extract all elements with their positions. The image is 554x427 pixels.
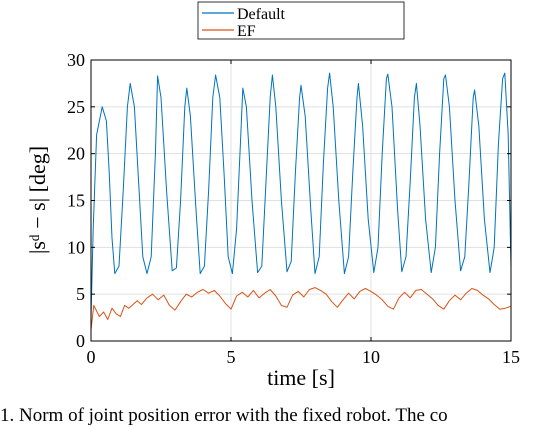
x-tick-label: 0 xyxy=(87,347,96,367)
figure-caption: 1. Norm of joint position error with the… xyxy=(0,405,448,426)
x-tick-labels: 0 5 10 15 xyxy=(87,347,521,367)
series-line-default xyxy=(90,72,512,318)
y-tick-label: 0 xyxy=(76,331,85,351)
y-axis-label: |sᵈ − s| [deg] xyxy=(25,146,50,254)
y-tick-label: 30 xyxy=(67,50,85,70)
x-tick-label: 5 xyxy=(227,347,236,367)
y-tick-label: 20 xyxy=(67,144,85,164)
series-line-ef xyxy=(90,287,512,330)
y-tick-label: 10 xyxy=(67,237,85,257)
grid xyxy=(91,60,511,341)
plot-lines xyxy=(90,72,512,330)
x-tick-label: 15 xyxy=(502,347,520,367)
x-tick-label: 10 xyxy=(362,347,380,367)
legend: Default EF xyxy=(197,1,405,40)
legend-label-ef: EF xyxy=(237,23,256,40)
y-tick-label: 15 xyxy=(67,191,85,211)
legend-label-default: Default xyxy=(237,6,286,23)
y-tick-labels: 0 5 10 15 20 25 30 xyxy=(67,50,85,351)
x-axis-label: time [s] xyxy=(267,365,335,390)
y-tick-label: 5 xyxy=(76,284,85,304)
axis-ticks xyxy=(90,59,512,342)
legend-box xyxy=(197,1,405,40)
y-tick-label: 25 xyxy=(67,97,85,117)
